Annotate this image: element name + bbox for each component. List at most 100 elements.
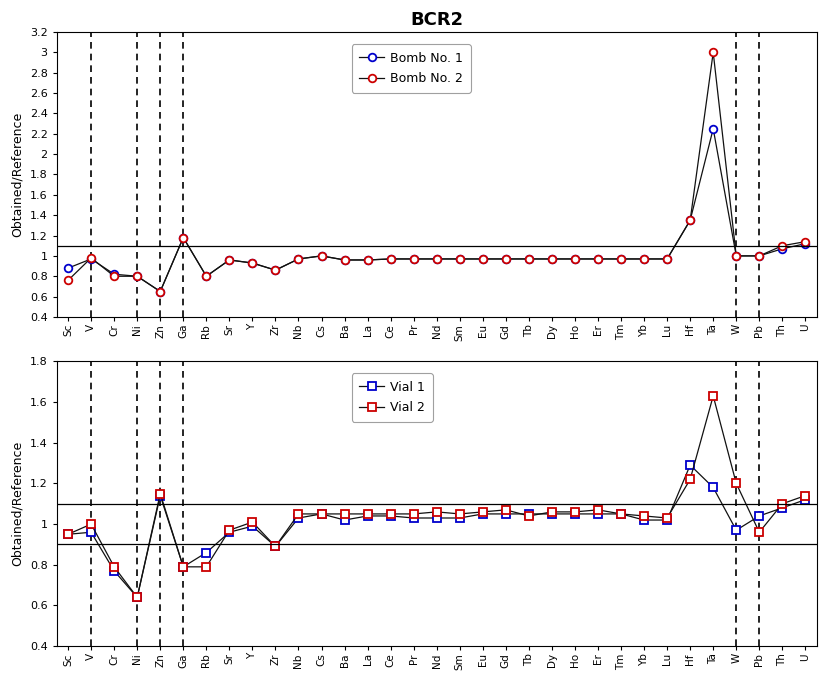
Bomb No. 2 bbox=[132, 272, 142, 281]
Bomb No. 1 bbox=[685, 216, 695, 224]
Vial 2 bbox=[454, 510, 464, 518]
Bomb No. 2 bbox=[615, 255, 625, 263]
Vial 1 bbox=[409, 514, 418, 522]
Vial 1 bbox=[753, 512, 763, 520]
Vial 2 bbox=[523, 512, 533, 520]
Bomb No. 2 bbox=[523, 255, 533, 263]
Bomb No. 2 bbox=[63, 276, 73, 285]
Bomb No. 1 bbox=[201, 272, 211, 281]
Vial 1 bbox=[270, 542, 280, 550]
Vial 1 bbox=[316, 510, 326, 518]
Bomb No. 2 bbox=[477, 255, 487, 263]
Vial 1 bbox=[132, 593, 142, 601]
Vial 2 bbox=[132, 593, 142, 601]
Legend: Bomb No. 1, Bomb No. 2: Bomb No. 1, Bomb No. 2 bbox=[351, 44, 471, 93]
Bomb No. 2 bbox=[109, 272, 119, 281]
Vial 1 bbox=[615, 510, 625, 518]
Vial 1 bbox=[224, 528, 234, 537]
Bomb No. 2 bbox=[224, 256, 234, 264]
Bomb No. 1 bbox=[316, 252, 326, 260]
Bomb No. 2 bbox=[362, 256, 372, 264]
Vial 1 bbox=[339, 516, 349, 524]
Vial 2 bbox=[63, 530, 73, 539]
Vial 1 bbox=[109, 567, 119, 575]
Vial 2 bbox=[293, 510, 303, 518]
Bomb No. 2 bbox=[385, 255, 395, 263]
Vial 1 bbox=[523, 510, 533, 518]
Bomb No. 2 bbox=[638, 255, 648, 263]
Line: Bomb No. 1: Bomb No. 1 bbox=[65, 125, 808, 296]
Bomb No. 1 bbox=[270, 266, 280, 274]
Vial 2 bbox=[800, 492, 810, 500]
Bomb No. 2 bbox=[707, 48, 717, 57]
Line: Vial 1: Vial 1 bbox=[65, 461, 808, 601]
Bomb No. 2 bbox=[201, 272, 211, 281]
Line: Vial 2: Vial 2 bbox=[65, 392, 808, 601]
Vial 1 bbox=[362, 512, 372, 520]
Bomb No. 2 bbox=[409, 255, 418, 263]
Vial 2 bbox=[431, 508, 441, 516]
Bomb No. 2 bbox=[547, 255, 557, 263]
Vial 2 bbox=[247, 518, 257, 526]
Vial 1 bbox=[500, 510, 510, 518]
Vial 1 bbox=[569, 510, 579, 518]
Bomb No. 1 bbox=[592, 255, 602, 263]
Vial 2 bbox=[592, 506, 602, 514]
Vial 2 bbox=[569, 508, 579, 516]
Vial 2 bbox=[178, 563, 188, 571]
Vial 2 bbox=[201, 563, 211, 571]
Bomb No. 1 bbox=[662, 255, 672, 263]
Vial 1 bbox=[63, 530, 73, 539]
Vial 1 bbox=[547, 510, 557, 518]
Bomb No. 1 bbox=[431, 255, 441, 263]
Vial 1 bbox=[777, 504, 786, 512]
Bomb No. 1 bbox=[638, 255, 648, 263]
Bomb No. 1 bbox=[547, 255, 557, 263]
Bomb No. 1 bbox=[753, 252, 763, 260]
Bomb No. 2 bbox=[86, 254, 96, 262]
Title: BCR2: BCR2 bbox=[409, 11, 463, 29]
Vial 1 bbox=[800, 496, 810, 504]
Bomb No. 1 bbox=[569, 255, 579, 263]
Vial 2 bbox=[615, 510, 625, 518]
Bomb No. 2 bbox=[753, 252, 763, 260]
Vial 2 bbox=[270, 542, 280, 550]
Vial 1 bbox=[662, 516, 672, 524]
Bomb No. 1 bbox=[777, 244, 786, 253]
Vial 2 bbox=[685, 475, 695, 484]
Bomb No. 1 bbox=[730, 252, 740, 260]
Vial 2 bbox=[316, 510, 326, 518]
Bomb No. 2 bbox=[569, 255, 579, 263]
Vial 1 bbox=[592, 510, 602, 518]
Vial 1 bbox=[477, 510, 487, 518]
Vial 1 bbox=[247, 522, 257, 530]
Vial 1 bbox=[638, 516, 648, 524]
Bomb No. 1 bbox=[409, 255, 418, 263]
Bomb No. 1 bbox=[293, 255, 303, 263]
Bomb No. 2 bbox=[800, 238, 810, 246]
Vial 2 bbox=[339, 510, 349, 518]
Line: Bomb No. 2: Bomb No. 2 bbox=[65, 48, 808, 296]
Bomb No. 2 bbox=[730, 252, 740, 260]
Bomb No. 2 bbox=[500, 255, 510, 263]
Bomb No. 2 bbox=[178, 234, 188, 242]
Bomb No. 2 bbox=[270, 266, 280, 274]
Vial 2 bbox=[477, 508, 487, 516]
Y-axis label: Obtained/Reference: Obtained/Reference bbox=[12, 441, 24, 567]
Bomb No. 1 bbox=[86, 255, 96, 263]
Bomb No. 2 bbox=[454, 255, 464, 263]
Vial 2 bbox=[409, 510, 418, 518]
Bomb No. 1 bbox=[247, 259, 257, 267]
Bomb No. 2 bbox=[155, 287, 165, 296]
Bomb No. 2 bbox=[247, 259, 257, 267]
Bomb No. 1 bbox=[155, 287, 165, 296]
Vial 2 bbox=[86, 520, 96, 528]
Vial 2 bbox=[362, 510, 372, 518]
Vial 2 bbox=[547, 508, 557, 516]
Vial 2 bbox=[155, 490, 165, 498]
Vial 1 bbox=[86, 528, 96, 537]
Bomb No. 2 bbox=[685, 216, 695, 224]
Bomb No. 1 bbox=[500, 255, 510, 263]
Vial 2 bbox=[385, 510, 395, 518]
Bomb No. 1 bbox=[63, 264, 73, 272]
